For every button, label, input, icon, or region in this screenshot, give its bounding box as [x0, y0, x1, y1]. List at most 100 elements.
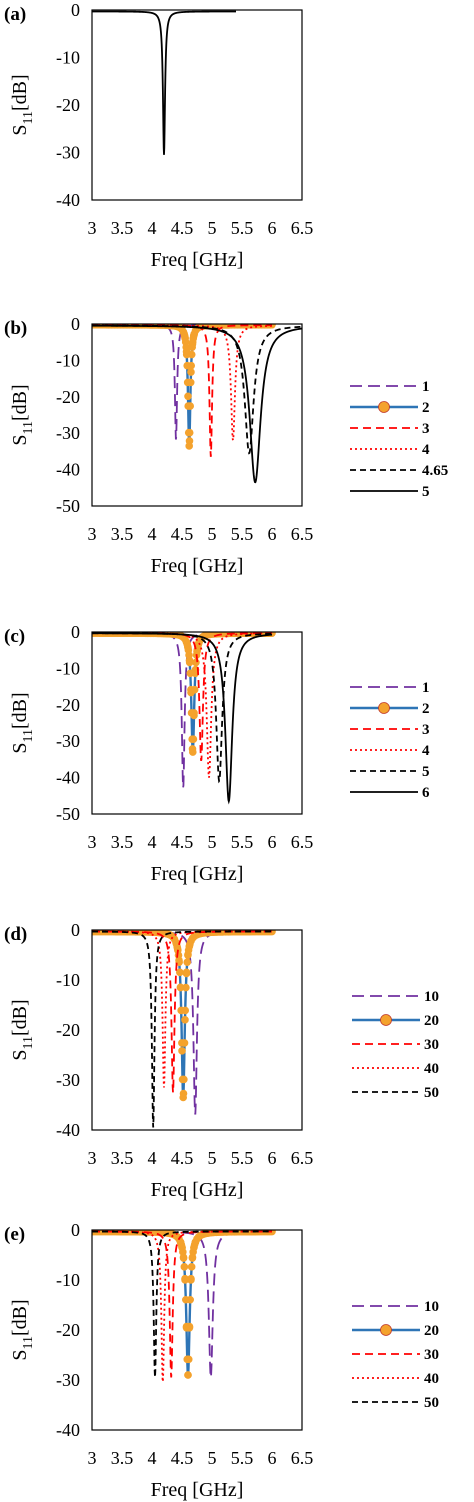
- series-marker-20: [175, 958, 183, 966]
- y-tick-label: -20: [56, 387, 80, 407]
- chart-panel-4: 0 -10 -20 -30 -40 3 3.5 4 4.5 5 5.5 6 6.5 Freq [GHz] S…: [4, 1220, 439, 1501]
- x-tick-label: 3.5: [111, 1148, 134, 1168]
- series-line-50: [92, 1230, 272, 1378]
- x-tick-label: 5.5: [231, 832, 254, 852]
- panel-label: (a): [4, 4, 26, 25]
- series-line-3: [92, 324, 272, 457]
- legend-label: 6: [422, 785, 430, 801]
- y-axis-title-unit: [dB]: [9, 999, 31, 1036]
- x-tick-label: 3: [88, 524, 97, 544]
- series-line-4.65: [92, 324, 302, 455]
- x-tick-label: 3.5: [111, 524, 134, 544]
- x-axis-title: Freq [GHz]: [151, 249, 244, 271]
- legend-label: 10: [424, 1299, 439, 1315]
- y-tick-label: -30: [56, 423, 80, 443]
- series-line-50: [92, 930, 272, 1128]
- series-marker-20: [181, 1006, 190, 1015]
- y-axis-title-subscript: 11: [21, 1336, 36, 1349]
- series-marker-20: [187, 1276, 195, 1284]
- legend-label: 2: [422, 400, 430, 416]
- series-line-5: [92, 324, 302, 484]
- series-marker-20: [186, 1295, 194, 1304]
- x-tick-label: 5.5: [231, 1148, 254, 1168]
- legend-label: 4.65: [422, 463, 448, 479]
- series-marker-2: [190, 709, 198, 717]
- y-tick-label: -50: [56, 496, 80, 516]
- x-tick-label: 5: [208, 524, 217, 544]
- chart-panel-0: 0 -10 -20 -30 -40 3 3.5 4 4.5 5 5.5 6 6.5 Freq [GHz] S…: [4, 0, 313, 271]
- series-marker-20: [180, 1075, 188, 1084]
- legend: 10 20 30 40 50: [352, 989, 439, 1101]
- y-tick-label: 0: [71, 1220, 80, 1240]
- legend-label: 20: [424, 1013, 439, 1029]
- y-axis-title-subscript: 11: [21, 111, 36, 124]
- series-marker-2: [187, 350, 196, 359]
- x-axis-title: Freq [GHz]: [151, 863, 244, 885]
- series-marker-2: [186, 402, 195, 410]
- legend-label: 30: [424, 1347, 439, 1363]
- series-marker-2: [185, 442, 193, 450]
- legend-label: 2: [422, 701, 430, 717]
- x-tick-label: 6: [268, 832, 277, 852]
- series-marker-20: [184, 1355, 193, 1364]
- series-group: [92, 324, 302, 484]
- panel-label: (e): [4, 1224, 25, 1245]
- legend-marker: [380, 1014, 392, 1026]
- y-axis-title-subscript: 11: [21, 1036, 36, 1049]
- chart-panel-3: 0 -10 -20 -30 -40 3 3.5 4 4.5 5 5.5 6 6.5 Freq [GHz] S…: [4, 920, 439, 1201]
- series-marker-2: [187, 361, 196, 370]
- plot-frame: [91, 1229, 303, 1431]
- y-tick-label: -20: [56, 695, 80, 715]
- y-axis-title: S11[dB]: [9, 692, 36, 753]
- x-tick-label: 3.5: [111, 1448, 134, 1468]
- legend-label: 4: [422, 743, 430, 759]
- x-tick-label: 3: [88, 218, 97, 238]
- plot-frame: [91, 631, 303, 815]
- y-tick-label: -10: [56, 48, 80, 68]
- x-tick-label: 4: [148, 218, 157, 238]
- legend-label: 30: [424, 1037, 439, 1053]
- y-tick-label: -40: [56, 1120, 80, 1140]
- y-axis-title-main: S: [9, 1050, 31, 1061]
- legend: 1 2 3 4 5 6: [350, 680, 430, 801]
- series-marker-2: [187, 368, 195, 376]
- x-tick-label: 4: [148, 1448, 157, 1468]
- legend-label: 5: [422, 764, 430, 780]
- legend-label: 50: [424, 1085, 439, 1101]
- panel-label: (c): [4, 626, 25, 647]
- chart-panel-2: 0 -10 -20 -30 -40 -50 3 3.5 4 4.5 5 5.5 6 6.5 Freq [GH…: [4, 622, 430, 885]
- y-axis-title: S11[dB]: [9, 1299, 36, 1360]
- x-tick-label: 6.5: [291, 1148, 314, 1168]
- y-tick-label: 0: [71, 622, 80, 642]
- series-marker-20: [176, 968, 184, 977]
- y-axis-title-subscript: 11: [21, 421, 36, 434]
- x-tick-label: 6.5: [291, 832, 314, 852]
- y-axis-title-subscript: 11: [21, 729, 36, 742]
- series-marker-20: [182, 968, 191, 977]
- series-line-6: [92, 632, 273, 805]
- series-marker-2: [190, 685, 199, 694]
- series-marker-20: [187, 1263, 196, 1271]
- series-marker-20: [185, 1324, 194, 1332]
- x-tick-label: 6: [268, 218, 277, 238]
- series-marker-2: [190, 330, 199, 338]
- series-marker-2: [185, 651, 193, 659]
- x-axis-title: Freq [GHz]: [151, 1179, 244, 1201]
- x-tick-label: 4: [148, 524, 157, 544]
- chart-panel-1: 0 -10 -20 -30 -40 -50 3 3.5 4 4.5 5 5.5 6 6.5 Freq [GH…: [4, 314, 448, 577]
- y-tick-label: -40: [56, 768, 80, 788]
- y-axis-title-unit: [dB]: [9, 384, 31, 421]
- series-marker-2: [184, 392, 192, 401]
- y-tick-label: -10: [56, 1270, 80, 1290]
- series-marker-2: [185, 658, 194, 667]
- legend-label: 40: [424, 1371, 439, 1387]
- plot-frame: [91, 9, 303, 201]
- legend-label: 4: [422, 442, 430, 458]
- x-tick-label: 5: [208, 832, 217, 852]
- legend-label: 3: [422, 421, 430, 437]
- x-tick-label: 3.5: [111, 218, 134, 238]
- y-tick-label: -20: [56, 95, 80, 115]
- x-tick-label: 3: [88, 1148, 97, 1168]
- y-tick-label: -10: [56, 658, 80, 678]
